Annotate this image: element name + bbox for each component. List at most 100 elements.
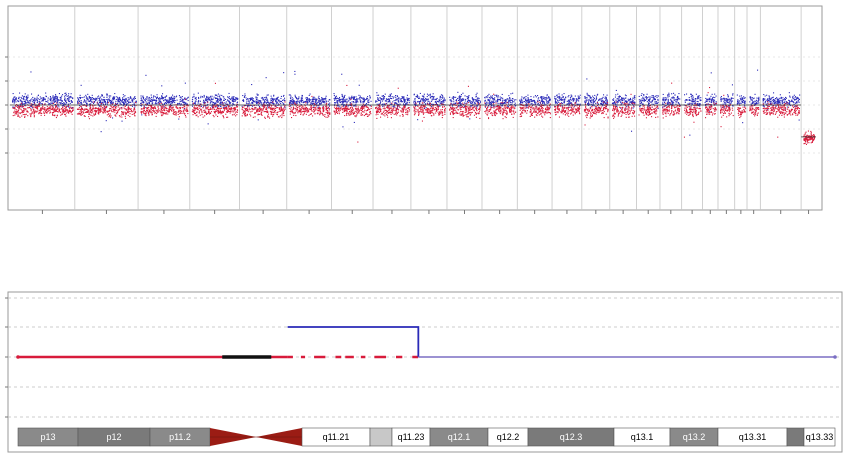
data-point — [284, 97, 286, 99]
data-point — [77, 98, 79, 100]
data-point — [453, 102, 455, 104]
data-point — [690, 102, 692, 104]
data-point — [127, 99, 129, 101]
data-point — [570, 96, 572, 98]
data-point — [53, 114, 55, 116]
data-point — [750, 96, 752, 98]
data-point — [150, 99, 152, 101]
data-point — [544, 97, 546, 99]
data-point — [275, 98, 277, 100]
data-point — [554, 98, 556, 100]
data-point — [211, 97, 213, 99]
data-point — [485, 103, 487, 105]
data-point — [23, 96, 25, 98]
data-point — [546, 94, 548, 96]
data-point — [782, 97, 784, 99]
data-point — [122, 103, 124, 105]
data-point — [256, 98, 258, 100]
data-point — [676, 97, 678, 99]
data-point — [56, 97, 58, 99]
data-point — [152, 107, 154, 109]
data-point — [34, 110, 36, 112]
data-point — [237, 98, 239, 100]
data-point — [774, 103, 776, 105]
data-point — [108, 116, 110, 118]
data-point — [588, 101, 590, 103]
data-point — [669, 102, 671, 104]
data-point — [727, 94, 729, 96]
data-point — [31, 103, 33, 105]
data-point — [432, 103, 434, 105]
data-point — [251, 101, 253, 103]
data-point — [46, 112, 48, 114]
data-point — [25, 113, 27, 115]
data-point — [317, 101, 319, 103]
data-point — [492, 95, 494, 97]
data-point — [258, 100, 260, 102]
data-point — [88, 112, 90, 114]
data-point — [192, 99, 194, 101]
data-point — [440, 101, 442, 103]
data-point — [537, 103, 539, 105]
data-point — [369, 105, 371, 107]
data-point — [498, 99, 500, 101]
data-point — [691, 98, 693, 100]
data-point — [115, 106, 117, 108]
data-point — [69, 110, 71, 112]
data-point — [352, 97, 354, 99]
data-point — [325, 102, 327, 104]
data-point — [85, 97, 87, 99]
data-point — [113, 106, 115, 108]
data-point — [36, 96, 38, 98]
data-point — [587, 99, 589, 101]
data-point — [700, 99, 702, 101]
data-point — [31, 108, 33, 110]
data-point — [789, 100, 791, 102]
data-point — [122, 94, 124, 96]
data-point — [12, 101, 14, 103]
data-point — [12, 115, 14, 117]
data-point — [388, 99, 390, 101]
data-point — [141, 114, 143, 116]
data-point — [644, 99, 646, 101]
data-point — [655, 95, 657, 97]
data-point — [814, 137, 816, 139]
data-point — [699, 105, 701, 107]
data-point — [96, 102, 98, 104]
data-point — [131, 110, 133, 112]
data-point — [427, 98, 429, 100]
data-point — [131, 98, 133, 100]
data-point — [91, 109, 93, 111]
data-point — [122, 105, 124, 107]
data-point — [770, 97, 772, 99]
data-point — [648, 98, 650, 100]
data-point — [520, 101, 522, 103]
data-point — [511, 98, 513, 100]
data-point — [323, 102, 325, 104]
data-point — [623, 97, 625, 99]
data-point — [264, 99, 266, 101]
data-point — [488, 100, 490, 102]
data-point — [402, 101, 404, 103]
data-point — [425, 97, 427, 99]
data-point — [343, 105, 345, 107]
data-point — [502, 102, 504, 104]
data-point — [184, 97, 186, 99]
data-point — [792, 96, 794, 98]
data-point — [732, 105, 734, 107]
data-point — [662, 97, 664, 99]
data-point — [622, 99, 624, 101]
data-point — [403, 96, 405, 98]
data-point — [207, 96, 209, 98]
data-point — [672, 97, 674, 99]
data-point — [353, 105, 355, 107]
data-point — [211, 99, 213, 101]
data-point — [404, 99, 406, 101]
data-point — [119, 99, 121, 101]
data-point — [236, 102, 238, 104]
data-point — [533, 96, 535, 98]
data-point — [174, 102, 176, 104]
data-point — [220, 102, 222, 104]
data-point — [730, 99, 732, 101]
data-point — [67, 103, 69, 105]
